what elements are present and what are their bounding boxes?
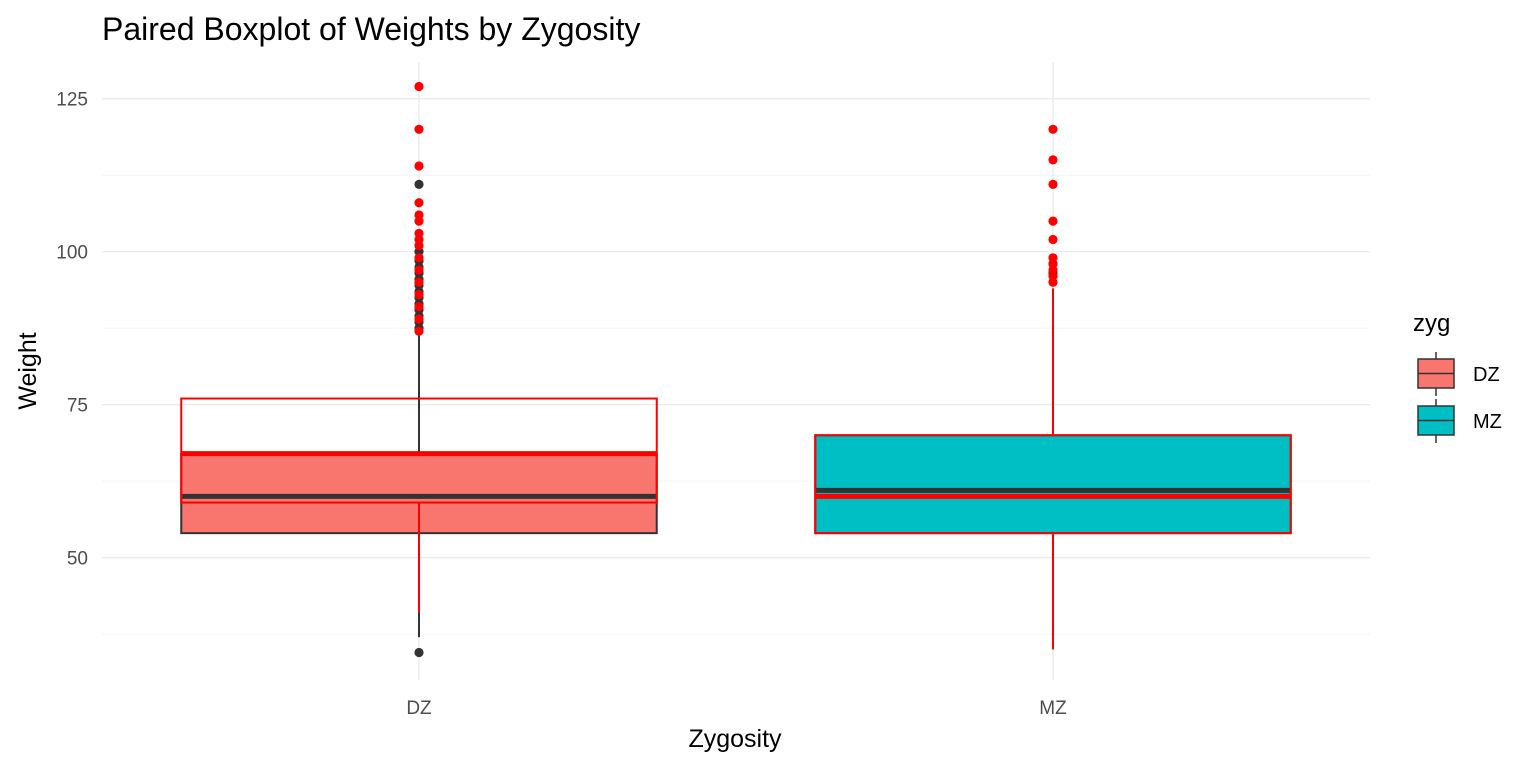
outlier-point xyxy=(414,265,424,275)
outlier-point xyxy=(414,314,424,324)
box-iqr xyxy=(814,434,1292,535)
outlier-point xyxy=(414,161,424,171)
outlier-point xyxy=(414,326,424,336)
outlier-point xyxy=(414,198,424,208)
outlier-point xyxy=(414,210,424,220)
outlier-point xyxy=(1048,234,1058,245)
y-axis-title: Weight xyxy=(14,332,42,409)
outlier-point xyxy=(1048,124,1058,134)
outlier-point xyxy=(414,179,424,189)
legend-title: zyg xyxy=(1413,310,1450,337)
outlier-point xyxy=(414,277,424,287)
box-iqr xyxy=(180,397,658,504)
y-tick-label: 125 xyxy=(56,90,88,111)
chart-title: Paired Boxplot of Weights by Zygosity xyxy=(102,11,640,47)
x-tick-label: MZ xyxy=(1039,698,1067,719)
outlier-point xyxy=(414,253,424,263)
box-iqr xyxy=(814,434,1292,535)
y-tick-label: 50 xyxy=(67,549,88,570)
legend: zyg DZ MZ xyxy=(1413,310,1502,443)
outlier-point xyxy=(414,228,424,238)
y-tick-label: 75 xyxy=(67,396,88,417)
outlier-point xyxy=(1048,155,1058,165)
grid-layer xyxy=(102,62,1370,680)
outlier-point xyxy=(414,289,424,300)
x-tick-label: DZ xyxy=(406,698,432,719)
outlier-point xyxy=(414,124,424,134)
outlier-point xyxy=(1048,179,1058,189)
axis-layer: 50 75 100 125 DZ MZ xyxy=(56,90,1067,719)
outlier-point xyxy=(1048,216,1058,226)
outlier-point xyxy=(414,81,424,92)
outlier-point xyxy=(414,302,424,312)
y-tick-label: 100 xyxy=(56,243,88,264)
outlier-point xyxy=(414,647,424,658)
legend-label: DZ xyxy=(1473,364,1500,386)
overlay-box-layer xyxy=(180,81,1292,650)
outlier-point xyxy=(1048,253,1058,263)
legend-label: MZ xyxy=(1473,411,1502,433)
x-axis-title: Zygosity xyxy=(688,725,782,753)
